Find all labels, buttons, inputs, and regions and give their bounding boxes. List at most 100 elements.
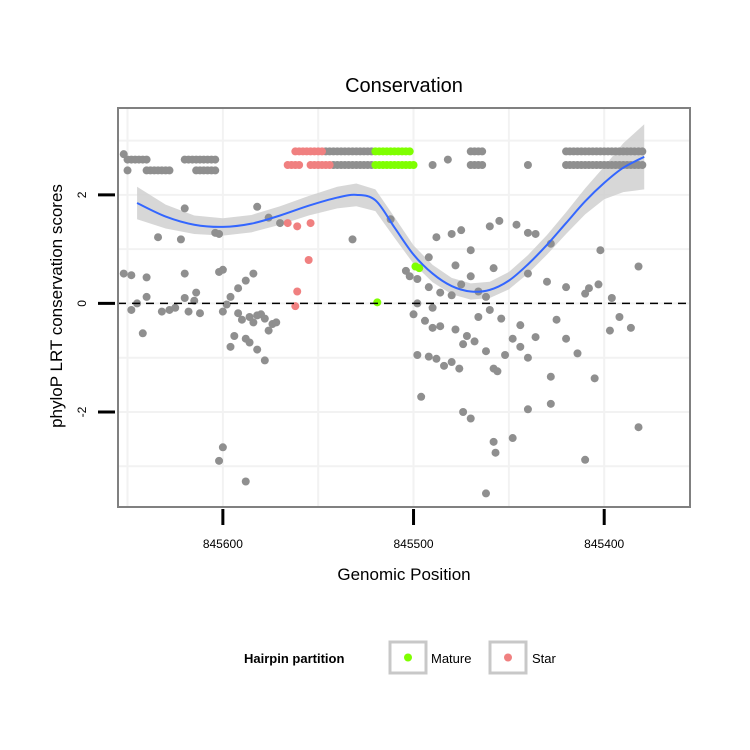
data-point-other [226,292,235,301]
data-point-other [127,271,136,280]
plot-panel [117,107,691,508]
data-point-star [325,161,334,169]
data-point-other [543,277,551,286]
legend-title: Hairpin partition [244,651,344,666]
data-point-other [443,155,452,164]
data-point-other [192,288,201,297]
data-point-other [436,288,445,297]
data-point-other [451,325,460,334]
data-point-other [417,392,426,401]
data-point-other [230,332,239,340]
data-point-other [165,166,174,175]
data-point-other [481,347,490,356]
data-point-other [127,305,136,314]
data-point-other [466,414,475,423]
data-point-other [123,166,132,175]
x-tick-label: 845400 [584,537,624,551]
data-point-other [211,166,220,175]
data-point-other [447,229,456,238]
data-point-other [552,315,561,324]
data-point-other [455,364,464,373]
smooth-curve [136,155,645,293]
data-point-other [119,269,128,278]
data-point-other [195,309,204,318]
data-point-other [171,303,180,312]
data-point-other [241,477,250,486]
data-point-mature [405,147,414,156]
data-point-other [264,326,273,335]
confidence-band-layer [137,124,645,300]
data-point-mature [373,298,382,307]
data-point-other [180,294,189,302]
data-point-other [470,337,479,346]
data-point-other [478,161,487,169]
data-point-star [283,219,292,228]
x-axis-title: Genomic Position [337,565,470,584]
y-axis: -2 0 2 [75,191,115,417]
data-point-other [485,222,494,231]
data-point-other [226,342,235,351]
data-point-other [157,307,166,316]
data-point-other [523,269,532,278]
data-point-other [596,246,605,255]
data-point-other [581,455,590,464]
data-point-other [516,321,525,330]
data-point-other [142,273,151,282]
data-point-other [409,310,418,319]
confidence-band [137,124,645,300]
data-point-other [180,204,189,213]
data-point-other [546,372,555,381]
data-point-other [413,275,422,283]
legend-label-star: Star [532,651,557,666]
data-point-other [523,161,532,169]
data-point-other [241,276,250,285]
legend-point-mature [404,653,412,662]
x-axis: 845600 845500 845400 [203,509,625,551]
data-point-other [215,456,224,465]
data-point-other [245,338,254,347]
data-point-other [491,448,500,457]
data-point-other [348,235,357,244]
legend-label-mature: Mature [431,651,471,666]
data-point-other [512,220,521,229]
data-point-other [462,332,471,340]
data-point-other [638,161,647,169]
data-point-other [607,294,616,302]
data-point-other [180,269,189,278]
panel-border [117,107,691,508]
data-point-other [211,155,220,164]
data-point-other [237,315,246,324]
data-point-other [447,291,456,300]
data-point-other [531,229,540,238]
data-point-other [466,246,475,255]
data-point-other [508,334,517,343]
data-point-other [428,303,437,312]
data-point-other [562,334,571,343]
y-tick-label: -2 [75,406,89,417]
data-point-other [440,361,449,370]
y-axis-title: phyloP LRT conservation scores [47,184,66,428]
data-point-star [293,287,302,296]
data-point-other [176,235,185,244]
data-point-other [562,283,571,292]
data-point-other [573,349,582,358]
data-point-mature [415,264,424,273]
data-point-other [154,233,163,242]
chart-title: Conservation [345,75,463,97]
smooth-curve-layer [136,155,645,293]
data-point-other [634,262,643,271]
data-point-other [478,147,487,156]
data-point-other [218,443,227,452]
data-point-other [436,322,445,331]
data-point-other [508,434,517,443]
data-point-other [253,202,262,211]
data-point-other [459,340,468,349]
data-point-other [218,307,227,316]
data-point-other [594,280,603,289]
data-point-other [424,352,433,361]
y-tick-label: 2 [75,191,89,198]
data-point-other [234,284,243,293]
data-point-other [142,292,151,301]
data-point-other [605,326,614,335]
data-point-star [295,161,304,169]
